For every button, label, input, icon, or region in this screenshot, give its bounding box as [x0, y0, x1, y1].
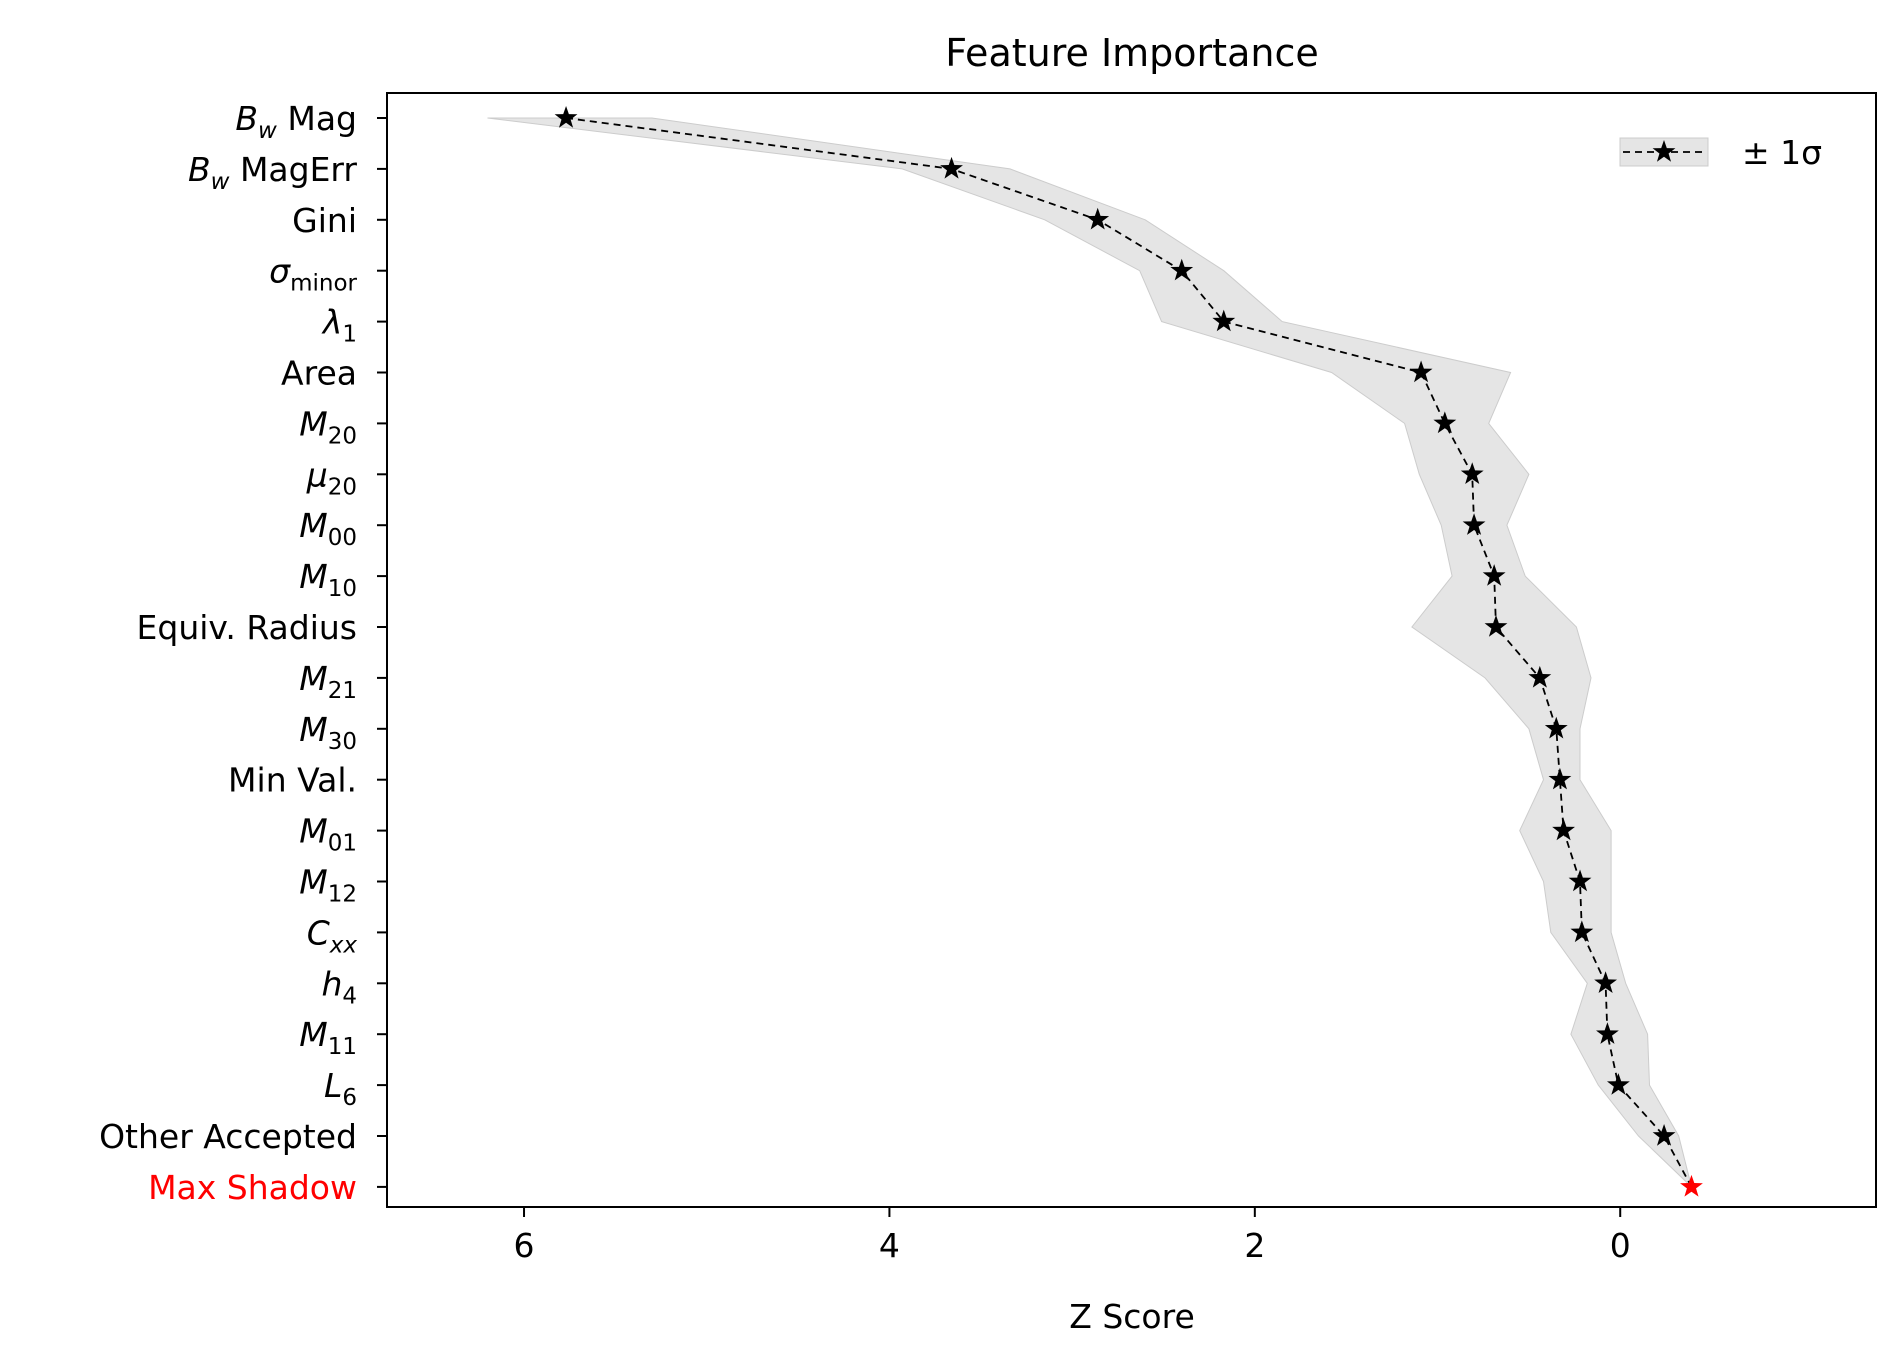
data-point-10 — [1484, 615, 1508, 637]
y-axis: Bw Mag Bw MagErr Gini σminor λ1 Area M20 μ20 M00… — [99, 99, 387, 1207]
data-point-4 — [1212, 309, 1236, 332]
data-point-20 — [1652, 1124, 1676, 1146]
y-tick-label: Bw Mag — [235, 99, 357, 144]
series-line-layer — [565, 117, 1693, 1188]
legend-label: ± 1σ — [1742, 133, 1822, 172]
x-axis: 6 4 2 0 — [514, 1207, 1631, 1265]
legend: ± 1σ — [1619, 133, 1822, 172]
y-tick-label: M21 — [299, 659, 357, 704]
sigma-band — [487, 117, 1693, 1189]
legend-star-marker — [1652, 140, 1676, 162]
data-point-17 — [1594, 971, 1618, 994]
y-tick-label: Cxx — [307, 913, 358, 958]
y-tick-label: μ20 — [306, 455, 357, 500]
y-tick-label: L6 — [324, 1066, 357, 1111]
chart-title: Feature Importance — [945, 31, 1318, 75]
data-point-9 — [1482, 564, 1506, 586]
data-point-16 — [1570, 920, 1594, 943]
data-point-18 — [1596, 1022, 1619, 1044]
data-point-11 — [1528, 665, 1552, 688]
data-point-12 — [1544, 716, 1568, 739]
y-tick-label: Other Accepted — [99, 1117, 357, 1156]
y-tick-label: M01 — [299, 812, 357, 857]
y-tick-label: Min Val. — [228, 761, 357, 800]
data-point-14 — [1552, 818, 1575, 841]
y-tick-label: σminor — [269, 252, 357, 297]
y-tick-label: Gini — [292, 201, 357, 240]
data-point-7 — [1460, 462, 1484, 485]
data-point-5 — [1409, 360, 1433, 383]
data-point-2 — [1086, 207, 1110, 230]
x-tick-label: 4 — [879, 1226, 900, 1265]
series-marker-layer — [554, 106, 1703, 1197]
data-point-13 — [1548, 767, 1572, 790]
y-tick-label: λ1 — [321, 303, 357, 348]
y-tick-label: Equiv. Radius — [137, 608, 357, 647]
data-point-8 — [1462, 513, 1486, 535]
x-tick-label: 2 — [1244, 1226, 1265, 1265]
y-tick-label: M30 — [299, 710, 357, 755]
sigma-band-layer — [487, 117, 1693, 1189]
data-point-19 — [1606, 1073, 1630, 1095]
y-tick-label: Area — [281, 354, 357, 393]
y-tick-label: M00 — [299, 506, 357, 551]
x-tick-label: 0 — [1610, 1226, 1631, 1265]
y-tick-label: M10 — [299, 557, 357, 602]
y-tick-label: M11 — [299, 1015, 357, 1060]
data-point-0 — [554, 106, 578, 128]
y-tick-label: Bw MagErr — [188, 150, 357, 195]
data-point-21 — [1680, 1174, 1703, 1197]
x-tick-label: 6 — [514, 1226, 535, 1265]
plot-frame — [386, 92, 1877, 1208]
x-axis-label: Z Score — [1069, 1297, 1195, 1336]
data-point-1 — [940, 156, 963, 179]
y-tick-label: M12 — [299, 863, 357, 908]
y-tick-label: M20 — [299, 404, 357, 449]
series-line — [565, 117, 1693, 1188]
data-point-3 — [1170, 258, 1194, 281]
y-tick-label: Max Shadow — [148, 1168, 357, 1207]
data-point-6 — [1433, 411, 1457, 434]
data-point-15 — [1568, 869, 1592, 892]
y-tick-label: h4 — [321, 964, 357, 1009]
